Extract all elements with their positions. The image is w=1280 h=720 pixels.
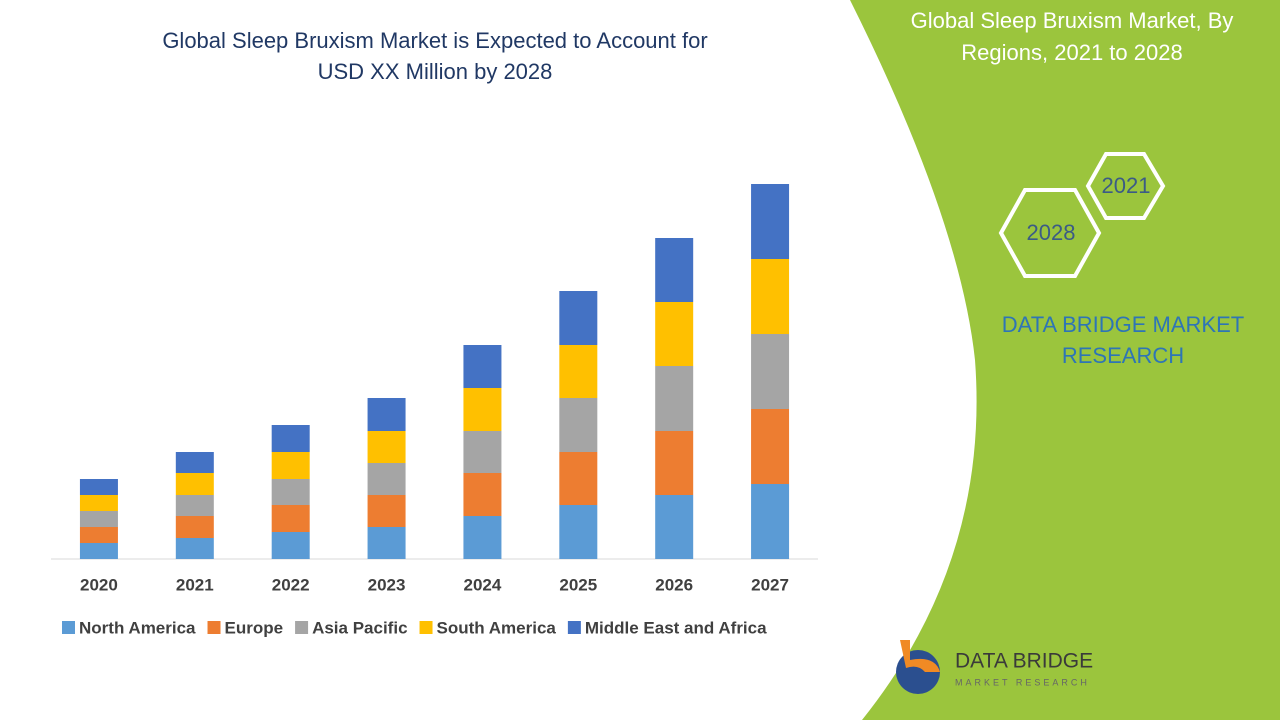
bar-segment xyxy=(655,302,694,366)
legend-label: Middle East and Africa xyxy=(585,618,767,637)
bar-segment xyxy=(367,495,406,527)
legend-swatch xyxy=(207,621,221,634)
brand-text: DATA BRIDGE MARKET xyxy=(1002,312,1244,337)
bar-segment xyxy=(655,366,694,431)
bar-segment xyxy=(463,516,502,559)
legend-label: Europe xyxy=(225,618,284,637)
legend-swatch xyxy=(62,621,75,634)
bar-segment xyxy=(367,527,406,559)
legend-swatch xyxy=(567,621,581,634)
hexagon xyxy=(998,188,1102,278)
chart-title: USD XX Million by 2028 xyxy=(318,59,553,84)
bar-segment xyxy=(271,425,310,452)
panel-title: Global Sleep Bruxism Market, By xyxy=(911,8,1234,33)
hexagon xyxy=(1085,152,1166,220)
bar-segment xyxy=(559,452,598,505)
bar-segment xyxy=(79,543,118,559)
bar-segment xyxy=(751,184,790,259)
bar-segment xyxy=(463,345,502,388)
x-tick-label: 2021 xyxy=(176,575,214,594)
x-tick-label: 2027 xyxy=(751,575,789,594)
bar-segment xyxy=(367,431,406,463)
x-tick-label: 2025 xyxy=(559,575,597,594)
bar-segment xyxy=(175,538,214,559)
bar-segment xyxy=(463,431,502,473)
bar-segment xyxy=(559,345,598,398)
bar-segment xyxy=(175,452,214,473)
x-tick-label: 2024 xyxy=(464,575,502,594)
bar-segment xyxy=(559,291,598,345)
bar-segment xyxy=(655,238,694,302)
panel-title: Regions, 2021 to 2028 xyxy=(961,40,1182,65)
logo-name: DATA BRIDGE xyxy=(955,650,1093,673)
chart-title: Global Sleep Bruxism Market is Expected … xyxy=(162,28,707,53)
side-panel xyxy=(850,0,1280,720)
x-tick-label: 2023 xyxy=(368,575,406,594)
legend-label: Asia Pacific xyxy=(312,618,407,637)
bar-segment xyxy=(79,495,118,511)
bar-segment xyxy=(79,527,118,543)
x-tick-label: 2020 xyxy=(80,575,118,594)
logo-tagline: MARKET RESEARCH xyxy=(955,677,1090,687)
bar-segment xyxy=(79,479,118,495)
bar-segment xyxy=(655,431,694,495)
bar-segment xyxy=(463,473,502,516)
brand-text: RESEARCH xyxy=(1062,343,1184,368)
x-tick-label: 2026 xyxy=(655,575,693,594)
bar-segment xyxy=(175,473,214,495)
bar-segment xyxy=(751,259,790,334)
bar-segment xyxy=(559,505,598,559)
hex-label: 2021 xyxy=(1102,173,1151,198)
bar-segment xyxy=(751,484,790,559)
legend-swatch xyxy=(295,621,309,634)
logo-mark xyxy=(900,640,940,672)
bar-segment xyxy=(271,505,310,532)
bar-segment xyxy=(271,532,310,559)
bar-segment xyxy=(463,388,502,431)
legend-label: North America xyxy=(79,618,196,637)
bar-segment xyxy=(175,516,214,538)
bar-segment xyxy=(655,495,694,559)
hex-label: 2028 xyxy=(1027,220,1076,245)
bar-segment xyxy=(367,398,406,431)
bar-segment xyxy=(559,398,598,452)
bar-segment xyxy=(367,463,406,495)
legend-label: South America xyxy=(437,618,557,637)
bar-segment xyxy=(175,495,214,516)
bar-segment xyxy=(271,479,310,505)
legend-swatch xyxy=(419,621,433,634)
x-tick-label: 2022 xyxy=(272,575,310,594)
bar-segment xyxy=(751,334,790,409)
bar-segment xyxy=(271,452,310,479)
bar-segment xyxy=(751,409,790,484)
bar-segment xyxy=(79,511,118,527)
